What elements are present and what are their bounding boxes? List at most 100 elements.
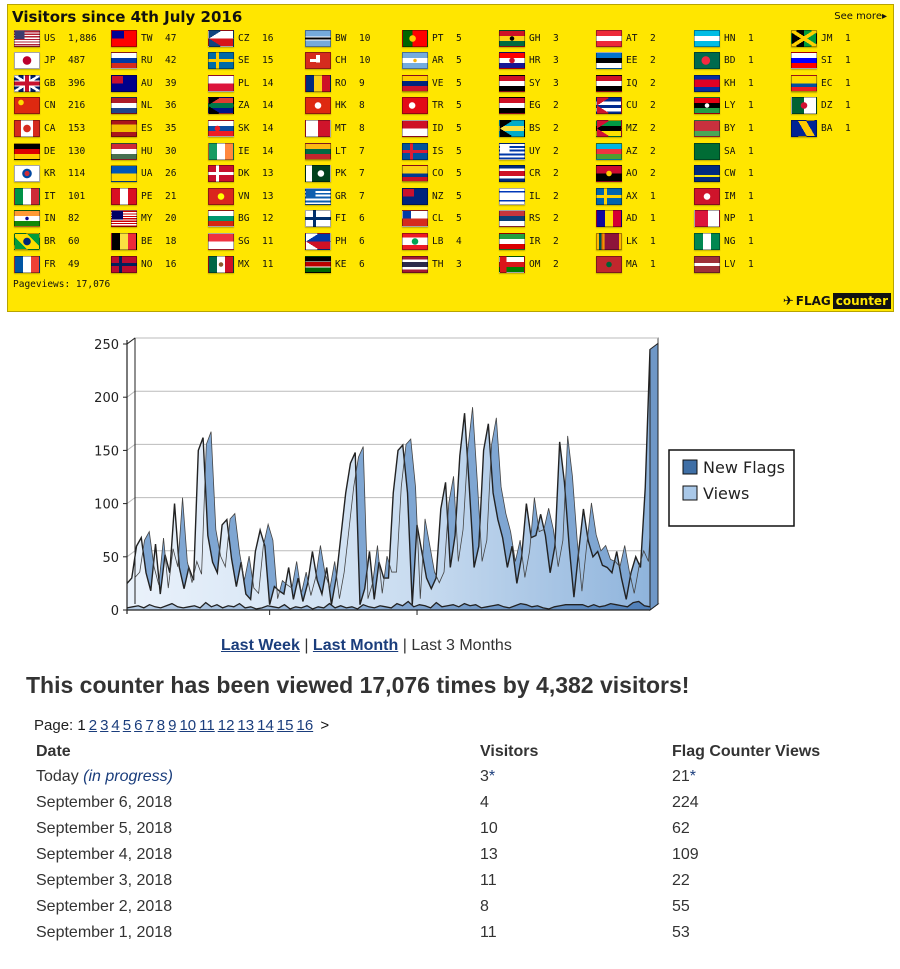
page-link-1[interactable]: 1 — [77, 717, 86, 734]
page-link-7[interactable]: 7 — [145, 717, 154, 734]
country-code: UY — [529, 145, 541, 157]
id-flag-icon — [402, 119, 428, 137]
flag-counter-widget[interactable]: Visitors since 4th July 2016 See more▸ U… — [7, 4, 894, 312]
country-entry: PL 14 — [208, 74, 273, 92]
country-code: PH — [335, 235, 347, 247]
page-link-4[interactable]: 4 — [111, 717, 120, 734]
country-entry: TW 47 — [111, 29, 176, 47]
country-count: 2 — [650, 32, 656, 44]
country-code: IE — [238, 145, 250, 157]
country-code: MY — [141, 213, 153, 225]
country-count: 153 — [68, 122, 86, 134]
country-count: 82 — [68, 213, 80, 225]
country-count: 2 — [553, 190, 559, 202]
country-entry: IT 101 — [14, 187, 85, 205]
visitors-cell: 11 — [480, 872, 497, 889]
country-code: EE — [626, 55, 638, 67]
country-code: SG — [238, 235, 250, 247]
country-count: 8 — [359, 100, 365, 112]
mx-flag-icon — [208, 255, 234, 273]
widget-title: Visitors since 4th July 2016 — [12, 8, 243, 26]
country-code: CR — [529, 168, 541, 180]
page-link-2[interactable]: 2 — [88, 717, 98, 734]
page-link-13[interactable]: 13 — [237, 717, 255, 734]
range-selector: Last Week | Last Month | Last 3 Months — [221, 637, 512, 655]
country-count: 3 — [553, 32, 559, 44]
country-code: MT — [335, 122, 347, 134]
country-count: 1 — [748, 100, 754, 112]
page-link-12[interactable]: 12 — [217, 717, 235, 734]
country-entry: AZ 2 — [596, 142, 656, 160]
page-link-9[interactable]: 9 — [168, 717, 177, 734]
country-count: 2 — [553, 145, 559, 157]
page-link-14[interactable]: 14 — [257, 717, 274, 734]
ca-flag-icon — [14, 119, 40, 137]
date-cell: September 1, 2018 — [36, 924, 173, 941]
views-cell: 62 — [672, 820, 690, 837]
table-row: September 1, 2018 11 53 — [34, 920, 874, 946]
today-views: 21 — [672, 768, 690, 785]
country-entry: LV 1 — [694, 255, 754, 273]
rs-flag-icon — [499, 210, 525, 228]
pt-flag-icon — [402, 29, 428, 47]
country-count: 12 — [262, 213, 274, 225]
by-flag-icon — [694, 119, 720, 137]
country-entry: CA 153 — [14, 119, 85, 137]
country-code: AO — [626, 168, 638, 180]
country-count: 8 — [359, 122, 365, 134]
daily-stats-table: Date Visitors Flag Counter Views Today (… — [34, 739, 874, 946]
country-code: ES — [141, 122, 153, 134]
page-link-10[interactable]: 10 — [179, 717, 197, 734]
sg-flag-icon — [208, 232, 234, 250]
page-link-3[interactable]: 3 — [100, 717, 109, 734]
views-area — [126, 342, 659, 611]
page-link-16[interactable]: 16 — [296, 717, 314, 734]
country-code: CU — [626, 100, 638, 112]
country-entry: IE 14 — [208, 142, 273, 160]
country-entry: NG 1 — [694, 232, 754, 250]
country-code: NG — [724, 235, 736, 247]
gridline — [126, 390, 136, 398]
country-entry: AT 2 — [596, 29, 656, 47]
country-code: OM — [529, 258, 541, 270]
country-count: 7 — [359, 145, 365, 157]
page-link-15[interactable]: 15 — [276, 717, 294, 734]
country-code: BS — [529, 122, 541, 134]
hk-flag-icon — [305, 97, 331, 115]
country-entry: LT 7 — [305, 142, 365, 160]
country-code: IR — [529, 235, 541, 247]
page-link-8[interactable]: 8 — [156, 717, 166, 734]
country-count: 16 — [165, 258, 177, 270]
country-count: 114 — [68, 168, 86, 180]
see-more-link[interactable]: See more▸ — [834, 11, 887, 22]
country-count: 2 — [650, 145, 656, 157]
flag-counter-logo[interactable]: ✈ FLAG counter — [783, 293, 891, 309]
ir-flag-icon — [499, 232, 525, 250]
country-code: SY — [529, 77, 541, 89]
last-3-months-current: Last 3 Months — [411, 637, 512, 654]
country-count: 15 — [262, 55, 274, 67]
country-code: TH — [432, 258, 444, 270]
country-count: 42 — [165, 55, 177, 67]
country-code: BG — [238, 213, 250, 225]
country-entry: EE 2 — [596, 52, 656, 70]
page-link-5[interactable]: 5 — [122, 717, 132, 734]
az-flag-icon — [596, 142, 622, 160]
asterisk: * — [488, 768, 496, 785]
pagination: Page: 1 2 3 4 5 6 7 8 9 10 11 12 13 14 15 16 > — [34, 717, 332, 734]
last-month-link[interactable]: Last Month — [312, 637, 399, 654]
visitors-cell: 8 — [480, 898, 489, 915]
country-entry: CH 10 — [305, 52, 370, 70]
country-count: 2 — [553, 213, 559, 225]
next-page-link[interactable]: > — [320, 717, 330, 734]
country-entry: BR 60 — [14, 232, 79, 250]
country-count: 2 — [650, 122, 656, 134]
country-entry: CL 5 — [402, 210, 462, 228]
page-link-11[interactable]: 11 — [199, 717, 215, 734]
country-code: HR — [529, 55, 541, 67]
country-code: SI — [821, 55, 833, 67]
country-entry: IQ 2 — [596, 74, 656, 92]
country-code: BW — [335, 32, 347, 44]
last-week-link[interactable]: Last Week — [221, 637, 300, 654]
page-link-6[interactable]: 6 — [134, 717, 143, 734]
